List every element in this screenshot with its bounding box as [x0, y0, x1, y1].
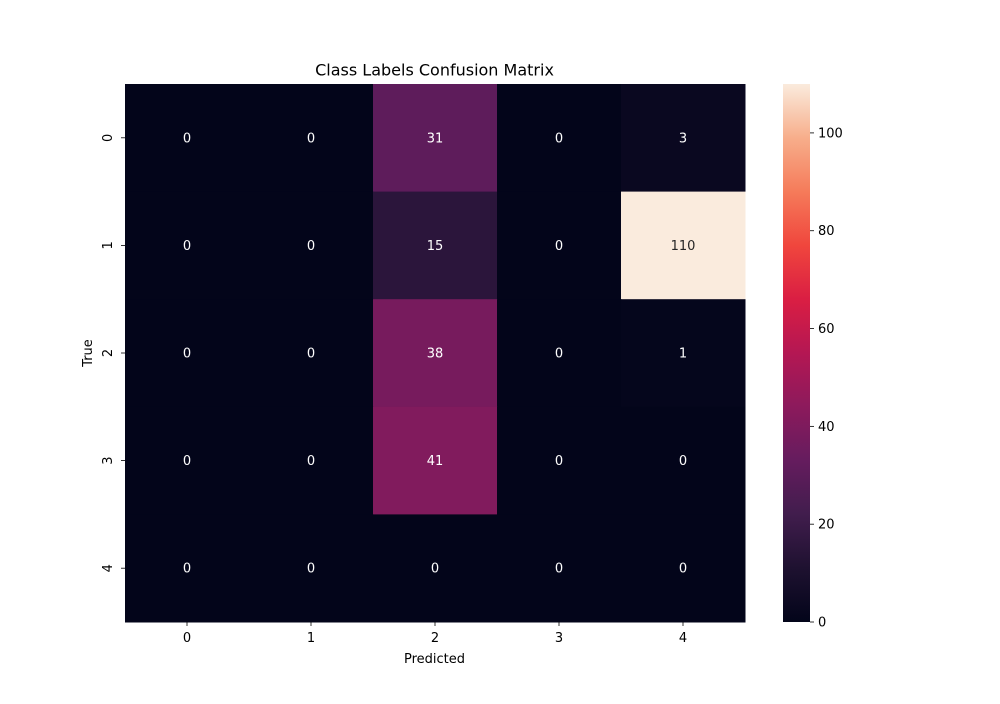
heatmap-cell	[621, 299, 746, 408]
heatmap-cell	[373, 191, 498, 300]
heatmap-cell	[249, 191, 374, 300]
cell-value-label: 0	[307, 239, 315, 254]
cell-value-label: 0	[555, 562, 563, 577]
y-axis-label: True	[81, 339, 96, 368]
cell-value-label: 0	[183, 347, 191, 362]
cell-value-label: 0	[307, 131, 315, 146]
cell-value-label: 3	[679, 131, 687, 146]
heatmap-cell	[373, 299, 498, 408]
colorbar-tick-label: 40	[818, 420, 835, 435]
heatmap-cell	[125, 84, 250, 193]
cell-value-label: 0	[183, 454, 191, 469]
x-tick-label: 4	[679, 631, 687, 646]
y-tick-label: 3	[101, 456, 116, 464]
cell-value-label: 31	[427, 131, 444, 146]
y-tick-label: 2	[101, 349, 116, 357]
cell-value-label: 0	[307, 454, 315, 469]
heatmap-cell	[373, 406, 498, 515]
heatmap-cell	[621, 406, 746, 515]
y-tick-label: 1	[101, 241, 116, 249]
cell-value-label: 0	[679, 454, 687, 469]
x-tick-label: 2	[431, 631, 439, 646]
cell-value-label: 38	[427, 347, 444, 362]
heatmap-cell	[249, 406, 374, 515]
heatmap-cell	[125, 299, 250, 408]
cell-value-label: 0	[183, 562, 191, 577]
heatmap-cell	[373, 84, 498, 193]
cell-value-label: 15	[427, 239, 444, 254]
heatmap-cell	[497, 191, 622, 300]
x-tick-label: 3	[555, 631, 563, 646]
heatmap-cell	[497, 514, 622, 623]
y-tick-label: 4	[101, 564, 116, 572]
cell-value-label: 110	[671, 239, 696, 254]
y-axis: 0 1 2 3 4	[101, 134, 125, 572]
heatmap-cell	[621, 514, 746, 623]
colorbar-tick-label: 60	[818, 322, 835, 337]
x-axis: 0 1 2 3 4	[183, 622, 687, 646]
colorbar-tick-label: 80	[818, 224, 835, 239]
heatmap-cell	[373, 514, 498, 623]
heatmap-cell	[125, 406, 250, 515]
cell-value-label: 0	[431, 562, 439, 577]
heatmap-cell	[249, 299, 374, 408]
colorbar-tick-label: 0	[818, 616, 826, 631]
cell-value-label: 0	[555, 131, 563, 146]
heatmap-cell	[249, 514, 374, 623]
cell-value-label: 41	[427, 454, 444, 469]
heatmap-cell	[497, 299, 622, 408]
chart-title: Class Labels Confusion Matrix	[315, 61, 554, 80]
x-tick-label: 0	[183, 631, 191, 646]
heatmap-cell	[497, 406, 622, 515]
colorbar-ticks: 0 20 40 60 80 100	[810, 126, 843, 631]
heatmap-cell	[621, 191, 746, 300]
cell-value-label: 0	[307, 562, 315, 577]
cell-value-label: 0	[555, 454, 563, 469]
colorbar	[783, 84, 810, 622]
heatmap-cell	[249, 84, 374, 193]
heatmap-cell	[621, 84, 746, 193]
cell-value-label: 0	[307, 347, 315, 362]
cell-value-label: 1	[679, 347, 687, 362]
cell-value-label: 0	[183, 131, 191, 146]
colorbar-tick-label: 20	[818, 518, 835, 533]
y-tick-label: 0	[101, 134, 116, 142]
heatmap-cell	[125, 514, 250, 623]
heatmap-cells: 0 0 31 0 3 0 0 15 0 110 0 0 38 0 1 0 0 41 0 0 0 0 0 0 0	[125, 84, 746, 623]
heatmap-cell	[497, 84, 622, 193]
x-tick-label: 1	[307, 631, 315, 646]
cell-value-label: 0	[183, 239, 191, 254]
cell-value-label: 0	[555, 347, 563, 362]
cell-value-label: 0	[555, 239, 563, 254]
heatmap-cell	[125, 191, 250, 300]
colorbar-tick-label: 100	[818, 126, 843, 141]
x-axis-label: Predicted	[404, 652, 465, 667]
cell-value-label: 0	[679, 562, 687, 577]
